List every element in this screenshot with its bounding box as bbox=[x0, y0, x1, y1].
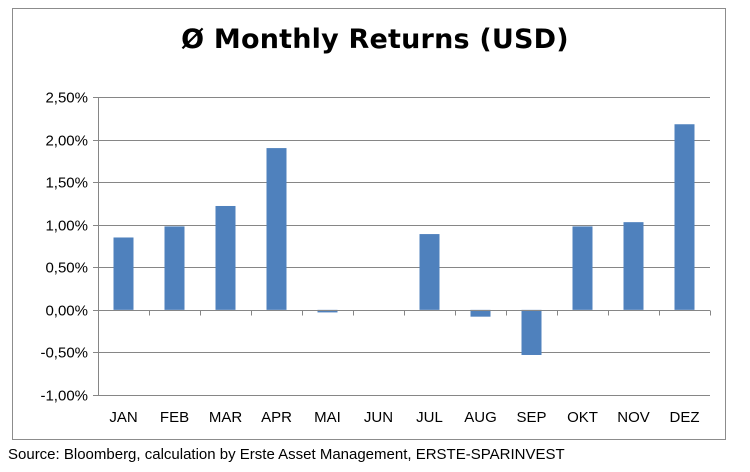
bar-feb bbox=[164, 226, 185, 310]
y-tick-labels: 2,50% 2,00% 1,50% 1,00% 0,50% 0,00% -0,50% -1,0… bbox=[40, 90, 88, 405]
x-tick-labels: JAN FEB MAR APR MAI JUN JUL AUG SEP OKT NOV DEZ bbox=[109, 409, 699, 426]
y-tick-label: 1,00% bbox=[45, 218, 88, 235]
x-tick-label-aug: AUG bbox=[464, 409, 497, 426]
bar-jul bbox=[419, 234, 440, 310]
axes bbox=[93, 97, 711, 396]
y-tick-label: 2,50% bbox=[45, 90, 88, 107]
x-tick-label-jun: JUN bbox=[364, 409, 393, 426]
x-tick-label-dez: DEZ bbox=[670, 409, 700, 426]
bar-mar bbox=[215, 205, 236, 310]
y-tick-label: 0,00% bbox=[45, 303, 88, 320]
y-tick-label: 0,50% bbox=[45, 260, 88, 277]
x-tick-label-nov: NOV bbox=[617, 409, 650, 426]
bar-jan bbox=[113, 237, 134, 310]
bar-nov bbox=[623, 222, 644, 310]
y-tick-label: -1,00% bbox=[40, 388, 88, 405]
x-tick-label-jan: JAN bbox=[109, 409, 137, 426]
x-tick-label-feb: FEB bbox=[160, 409, 189, 426]
bar-sep bbox=[521, 309, 542, 355]
bar-apr bbox=[266, 148, 287, 310]
source-note: Source: Bloomberg, calculation by Erste … bbox=[8, 446, 565, 463]
gridlines bbox=[98, 97, 710, 396]
x-tick-label-mar: MAR bbox=[209, 409, 243, 426]
x-tick-label-apr: APR bbox=[261, 409, 292, 426]
y-tick-label: 2,00% bbox=[45, 133, 88, 150]
y-tick-label: 1,50% bbox=[45, 175, 88, 192]
chart-frame bbox=[12, 8, 726, 440]
bar-mai bbox=[317, 309, 338, 313]
x-tick-label-sep: SEP bbox=[516, 409, 546, 426]
x-tick-label-okt: OKT bbox=[567, 409, 598, 426]
chart-title: Ø Monthly Returns (USD) bbox=[181, 24, 569, 55]
bars bbox=[113, 124, 695, 355]
y-tick-label: -0,50% bbox=[40, 345, 88, 362]
x-tick-label-mai: MAI bbox=[314, 409, 341, 426]
bar-aug bbox=[470, 309, 491, 317]
bar-dez bbox=[674, 124, 695, 310]
x-tick-label-jul: JUL bbox=[416, 409, 443, 426]
bar-okt bbox=[572, 226, 593, 310]
